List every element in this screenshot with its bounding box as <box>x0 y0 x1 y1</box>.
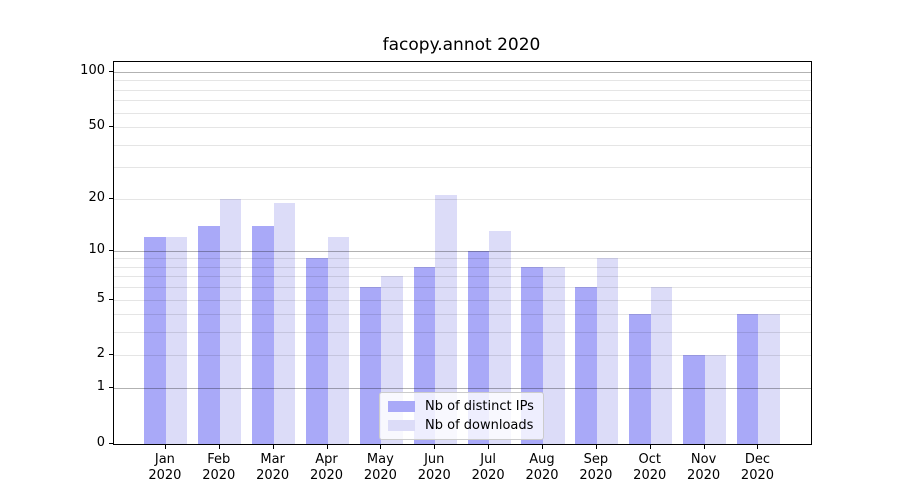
bar-ips-dec <box>736 314 759 444</box>
bar-downloads-jun <box>435 194 457 444</box>
bar-downloads-aug <box>542 266 565 444</box>
bar-ips-apr <box>305 258 328 444</box>
y-tick-label-1: 1 <box>96 379 105 395</box>
gridline-minor-30 <box>114 167 811 169</box>
x-tick-mark-jul <box>488 445 490 449</box>
x-tick-mark-apr <box>326 445 328 449</box>
bar-downloads-sep <box>596 258 619 444</box>
y-tick-label-5: 5 <box>96 290 105 306</box>
y-tick-mark-100 <box>109 70 113 72</box>
legend-swatch-downloads <box>388 420 415 431</box>
y-tick-mark-2 <box>109 354 113 356</box>
y-tick-label-50: 50 <box>88 118 105 134</box>
x-tick-label-apr: Apr 2020 <box>309 452 344 483</box>
legend-entry-ips: Nb of distinct IPs <box>388 399 534 414</box>
bar-ips-feb <box>198 225 220 444</box>
gridline-major-100 <box>114 71 811 73</box>
gridline-minor-50 <box>114 127 811 129</box>
x-tick-label-feb: Feb 2020 <box>202 452 236 483</box>
x-tick-mark-oct <box>649 445 651 449</box>
x-tick-label-oct: Oct 2020 <box>633 452 667 483</box>
x-tick-mark-feb <box>218 445 220 449</box>
x-tick-mark-jun <box>434 445 436 449</box>
x-tick-mark-jan <box>164 445 166 449</box>
gridline-minor-60 <box>114 112 811 114</box>
x-tick-label-jul: Jul 2020 <box>471 452 505 483</box>
bar-ips-sep <box>575 287 597 444</box>
gridline-minor-70 <box>114 100 811 102</box>
bar-downloads-jan <box>165 237 188 444</box>
y-tick-label-100: 100 <box>80 62 105 78</box>
x-tick-label-mar: Mar 2020 <box>256 452 290 483</box>
x-tick-label-dec: Dec 2020 <box>740 452 775 483</box>
y-tick-label-2: 2 <box>96 346 105 362</box>
bar-downloads-nov <box>704 355 727 444</box>
gridline-minor-20 <box>114 198 811 200</box>
y-tick-mark-10 <box>109 249 113 251</box>
y-tick-mark-50 <box>109 126 113 128</box>
bar-downloads-feb <box>219 198 242 444</box>
bar-ips-oct <box>629 314 651 444</box>
legend: Nb of distinct IPs Nb of downloads <box>379 392 544 440</box>
bar-downloads-oct <box>650 287 673 444</box>
plot-area: Nb of distinct IPs Nb of downloads <box>113 61 812 445</box>
bar-ips-jan <box>144 237 166 444</box>
bar-ips-nov <box>683 355 705 444</box>
legend-label-distinct-ips: Nb of distinct IPs <box>425 399 534 414</box>
y-tick-label-0: 0 <box>96 435 105 450</box>
y-tick-mark-20 <box>109 197 113 199</box>
x-tick-mark-aug <box>541 445 543 449</box>
x-tick-label-jun: Jun 2020 <box>417 452 451 483</box>
x-tick-label-nov: Nov 2020 <box>687 452 721 483</box>
bar-downloads-apr <box>327 237 350 444</box>
bar-downloads-dec <box>758 314 781 444</box>
bar-ips-mar <box>252 225 274 444</box>
x-tick-mark-dec <box>757 445 759 449</box>
gridline-minor-40 <box>114 144 811 146</box>
x-tick-mark-mar <box>272 445 274 449</box>
gridline-minor-80 <box>114 89 811 91</box>
y-tick-label-10: 10 <box>88 241 105 257</box>
x-tick-label-may: May 2020 <box>363 452 397 483</box>
x-tick-label-aug: Aug 2020 <box>525 452 559 483</box>
bar-downloads-mar <box>273 202 296 444</box>
x-tick-label-jan: Jan 2020 <box>148 452 182 483</box>
y-tick-mark-0 <box>109 443 113 444</box>
x-tick-mark-may <box>380 445 382 449</box>
legend-entry-downloads: Nb of downloads <box>388 418 534 433</box>
bar-ips-may <box>359 287 382 444</box>
x-tick-label-sep: Sep 2020 <box>579 452 613 483</box>
y-tick-mark-1 <box>109 387 113 389</box>
x-tick-mark-sep <box>595 445 597 449</box>
y-tick-label-20: 20 <box>88 189 105 205</box>
y-tick-mark-5 <box>109 298 113 300</box>
chart-title: facopy.annot 2020 <box>382 35 541 55</box>
gridline-minor-90 <box>114 80 811 82</box>
x-tick-mark-nov <box>703 445 705 449</box>
bar-downloads-jul <box>489 231 511 444</box>
legend-label-downloads: Nb of downloads <box>425 418 534 433</box>
legend-swatch-distinct-ips <box>388 401 415 412</box>
